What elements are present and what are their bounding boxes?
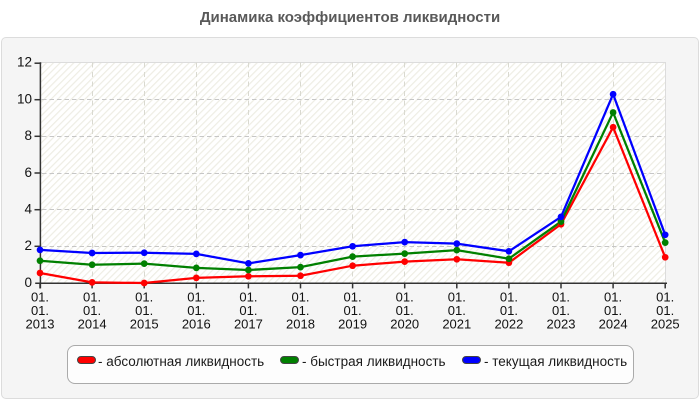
svg-text:01.: 01.	[448, 303, 466, 318]
svg-text:01.: 01.	[448, 290, 466, 305]
svg-text:2022: 2022	[494, 317, 523, 332]
svg-text:01.: 01.	[187, 303, 205, 318]
svg-text:01.: 01.	[656, 290, 674, 305]
svg-text:2016: 2016	[182, 317, 211, 332]
svg-text:01.: 01.	[500, 303, 518, 318]
svg-text:2024: 2024	[599, 317, 628, 332]
svg-text:2015: 2015	[130, 317, 159, 332]
svg-text:01.: 01.	[83, 290, 101, 305]
svg-text:2023: 2023	[547, 317, 576, 332]
svg-text:01.: 01.	[83, 303, 101, 318]
svg-text:0: 0	[24, 275, 32, 290]
svg-text:2021: 2021	[442, 317, 471, 332]
svg-text:8: 8	[24, 128, 32, 143]
svg-text:01.: 01.	[239, 290, 257, 305]
svg-text:01.: 01.	[396, 290, 414, 305]
svg-text:01.: 01.	[604, 303, 622, 318]
svg-text:01.: 01.	[552, 290, 570, 305]
svg-text:2019: 2019	[338, 317, 367, 332]
svg-text:2013: 2013	[26, 317, 55, 332]
svg-text:4: 4	[24, 202, 32, 217]
svg-text:01.: 01.	[135, 290, 153, 305]
svg-text:01.: 01.	[656, 303, 674, 318]
svg-text:01.: 01.	[187, 290, 205, 305]
svg-text:01.: 01.	[500, 290, 518, 305]
svg-text:01.: 01.	[31, 290, 49, 305]
svg-text:01.: 01.	[239, 303, 257, 318]
svg-text:01.: 01.	[291, 303, 309, 318]
svg-text:01.: 01.	[604, 290, 622, 305]
svg-text:01.: 01.	[135, 303, 153, 318]
svg-text:01.: 01.	[291, 290, 309, 305]
svg-text:2018: 2018	[286, 317, 315, 332]
svg-text:01.: 01.	[31, 303, 49, 318]
svg-text:01.: 01.	[552, 303, 570, 318]
svg-text:2017: 2017	[234, 317, 263, 332]
svg-text:6: 6	[24, 165, 32, 180]
svg-text:12: 12	[17, 55, 32, 70]
svg-text:01.: 01.	[344, 290, 362, 305]
svg-text:01.: 01.	[344, 303, 362, 318]
svg-text:10: 10	[17, 92, 32, 107]
svg-text:2014: 2014	[78, 317, 107, 332]
svg-text:01.: 01.	[396, 303, 414, 318]
svg-text:2: 2	[24, 238, 32, 253]
svg-text:2025: 2025	[651, 317, 680, 332]
svg-text:2020: 2020	[390, 317, 419, 332]
